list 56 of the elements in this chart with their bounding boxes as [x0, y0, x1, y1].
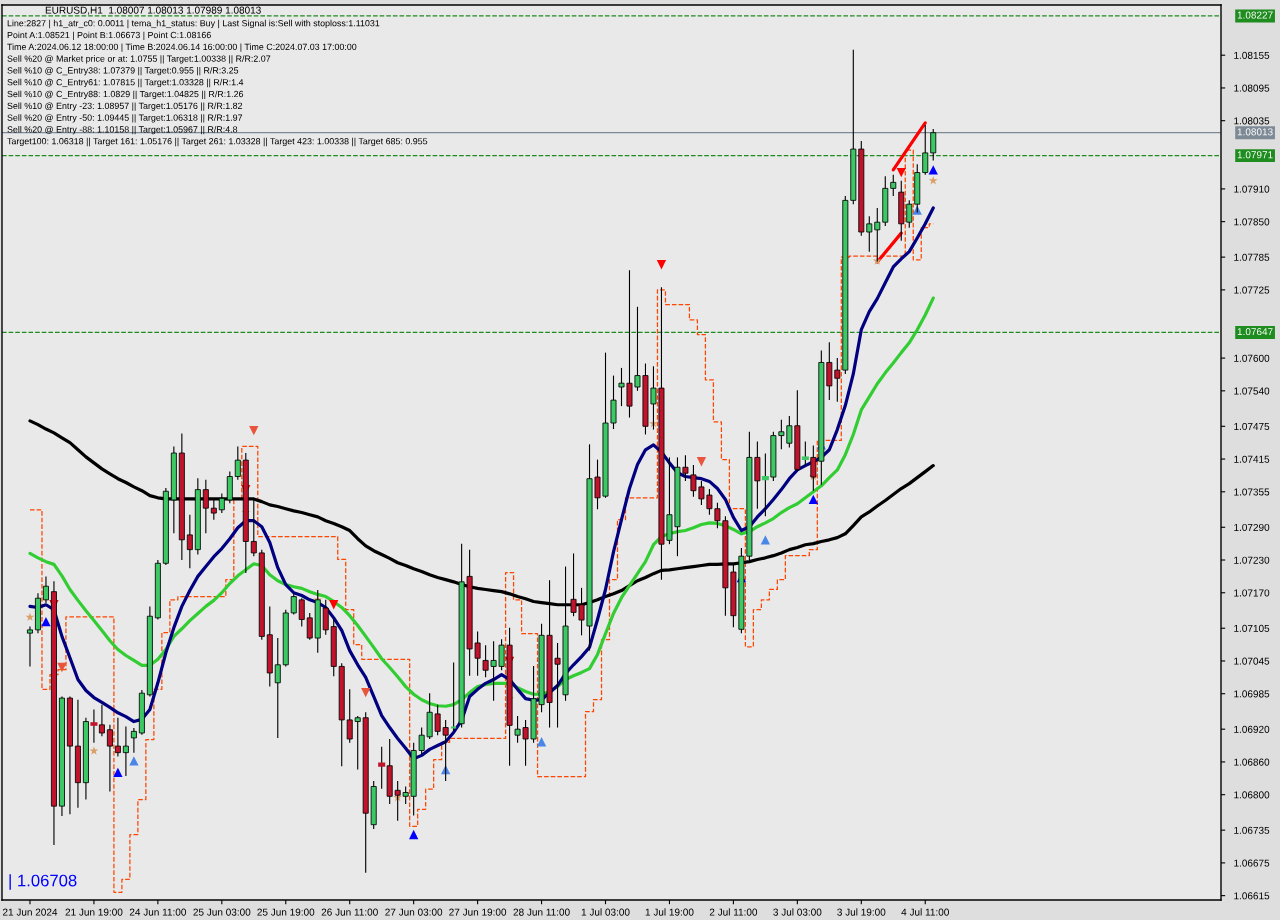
x-tick-label: 2 Jul 11:00 — [709, 908, 758, 916]
y-tick-label: 1.06920 — [1234, 725, 1270, 733]
y-tick-label: 1.07170 — [1234, 589, 1270, 597]
x-tick-label: 3 Jul 19:00 — [837, 908, 886, 916]
x-tick-label: 4 Jul 11:00 — [901, 908, 949, 916]
y-tick-label: 1.06735 — [1234, 826, 1270, 834]
annotation: Sell %10 @ C_Entry88: 1.0829 || Target:1.04825 || R/R:1.26 — [7, 90, 244, 99]
annotation: Time A:2024.06.12 18:00:00 | Time B:2024.06.14 16:00:00 | Time C:2024.07.03 17:00:00 — [7, 43, 357, 52]
annotation: Sell %20 @ Entry -50: 1.09445 || Target:1.06318 || R/R:1.97 — [7, 114, 243, 123]
y-tick-label: 1.07785 — [1234, 253, 1270, 261]
x-tick-label: 27 Jun 03:00 — [385, 908, 443, 916]
y-tick-label: 1.07415 — [1234, 455, 1270, 463]
y-tick-label: 1.07230 — [1234, 556, 1270, 564]
x-tick-label: 21 Jun 2024 — [2, 908, 58, 916]
x-tick-label: 1 Jul 03:00 — [581, 908, 630, 916]
y-tick-label: 1.06985 — [1234, 690, 1270, 698]
y-tick-label: 1.06800 — [1234, 791, 1270, 799]
ref-line-label: 1.08013 — [1237, 128, 1273, 136]
annotation: | 1.06708 — [9, 874, 77, 890]
x-tick-label: 1 Jul 19:00 — [645, 908, 694, 916]
ref-line-label: 1.07647 — [1237, 328, 1273, 336]
annotation: Line:2827 | h1_atr_c0: 0.0011 | tema_h1_status: Buy | Last Signal is:Sell with stoploss:1.11031 — [7, 19, 380, 29]
x-tick-label: 21 Jun 19:00 — [65, 908, 123, 916]
x-tick-label: 26 Jun 11:00 — [321, 908, 378, 916]
y-tick-label: 1.07540 — [1234, 387, 1270, 395]
annotation: Target100: 1.06318 || Target 161: 1.05176 || Target 261: 1.03328 || Target 423: 1.00338 || Target 685: 0.955 — [7, 137, 428, 147]
chart-title: EURUSD,H1 1.08007 1.08013 1.07989 1.08013 — [45, 6, 261, 15]
annotation: Sell %20 @ Entry -88: 1.10158 || Target:1.05967 || R/R:4.8 — [7, 126, 238, 135]
ref-line-label: 1.07971 — [1237, 151, 1273, 159]
x-tick-label: 28 Jun 11:00 — [513, 908, 570, 916]
x-tick-label: 24 Jun 11:00 — [129, 908, 187, 916]
y-tick-label: 1.06675 — [1234, 859, 1270, 867]
y-tick-label: 1.07910 — [1234, 185, 1270, 193]
y-tick-label: 1.07725 — [1234, 286, 1270, 294]
y-tick-label: 1.06860 — [1234, 758, 1270, 766]
y-tick-label: 1.07475 — [1234, 422, 1270, 431]
annotation: Sell %10 @ Entry -23: 1.08957 || Target:1.05176 || R/R:1.82 — [7, 102, 243, 111]
y-tick-label: 1.06615 — [1234, 892, 1270, 900]
y-tick-label: 1.07045 — [1234, 657, 1270, 665]
y-tick-label: 1.08155 — [1234, 51, 1270, 59]
y-tick-label: 1.07850 — [1234, 218, 1270, 226]
x-tick-label: 25 Jun 03:00 — [193, 908, 251, 916]
annotation: Point A:1.08521 | Point B:1.06673 | Point C:1.08166 — [7, 31, 211, 40]
y-tick-label: 1.08035 — [1234, 117, 1270, 125]
annotation: Sell %10 @ C_Entry38: 1.07379 || Target:0.955 || R/R:3.25 — [7, 67, 239, 76]
ref-line-label: 1.08227 — [1237, 11, 1273, 19]
y-tick-label: 1.07355 — [1234, 488, 1270, 496]
annotation: Sell %10 @ C_Entry61: 1.07815 || Target:1.03328 || R/R:1.4 — [7, 78, 244, 88]
x-tick-label: 25 Jun 19:00 — [257, 908, 315, 916]
x-tick-label: 27 Jun 19:00 — [449, 908, 507, 916]
y-tick-label: 1.07290 — [1234, 523, 1270, 531]
y-tick-label: 1.07105 — [1234, 624, 1270, 632]
y-tick-label: 1.07600 — [1234, 354, 1270, 362]
annotation: Sell %20 @ Market price or at: 1.0755 || Target:1.00338 || R/R:2.07 — [7, 55, 271, 64]
x-tick-label: 3 Jul 03:00 — [773, 908, 822, 916]
y-tick-label: 1.08095 — [1234, 84, 1270, 92]
